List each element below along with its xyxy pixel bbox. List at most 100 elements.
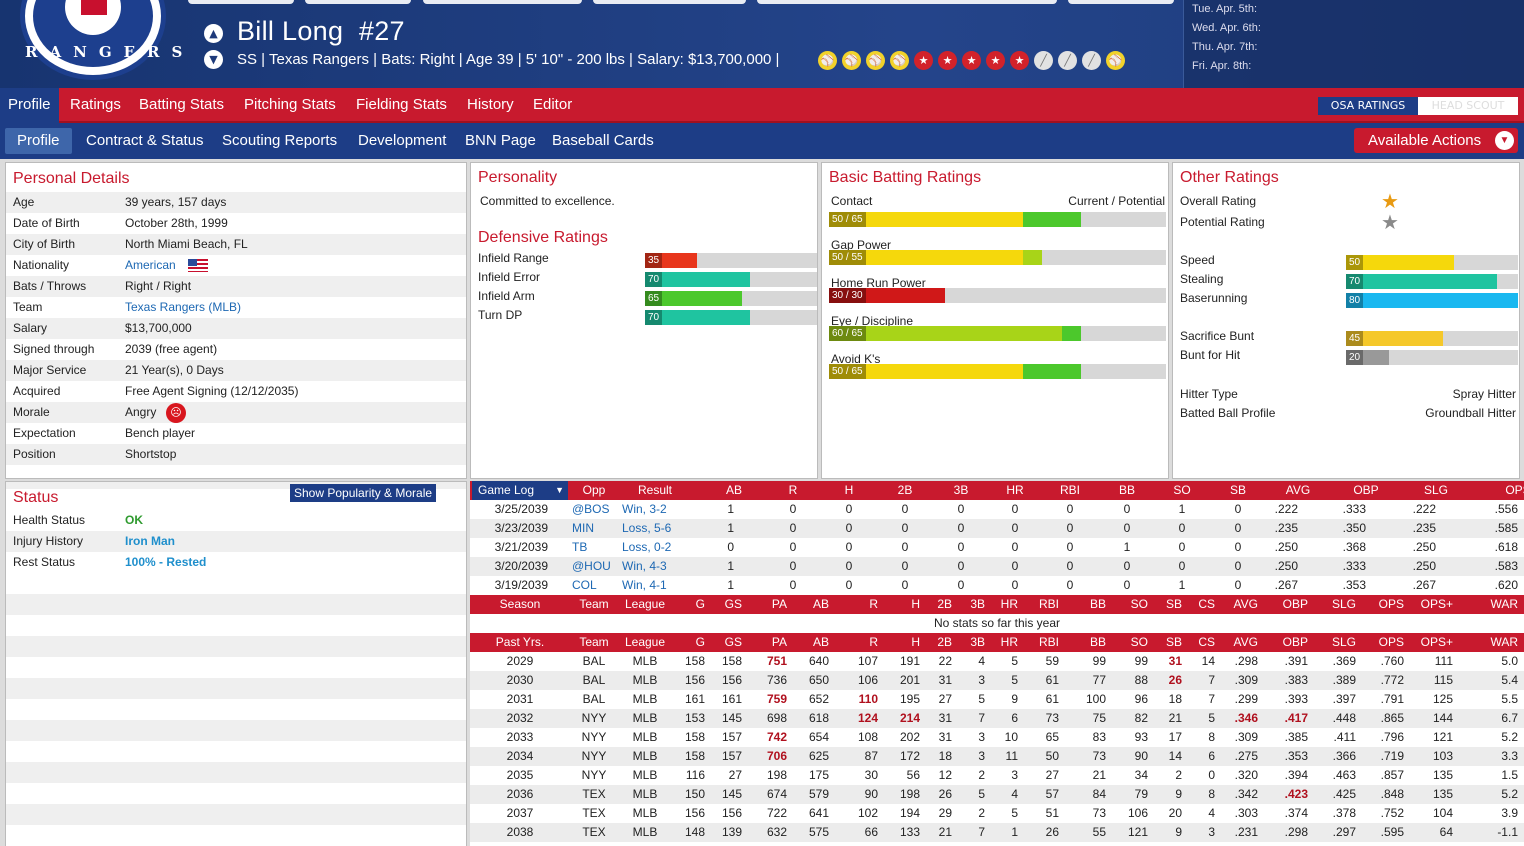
past-stats-cell: 153 (684, 711, 705, 725)
panel-title: Status (13, 489, 59, 506)
gamelog-cell: 0 (957, 578, 965, 592)
subtab-bnn-page[interactable]: BNN Page (465, 132, 536, 149)
subtab-profile[interactable]: Profile (5, 128, 72, 154)
gamelog-cell: .353 (1342, 578, 1366, 592)
gamelog-cell: 0 (1123, 502, 1131, 516)
past-stats-cell: 11 (1005, 749, 1018, 763)
past-stats-cell: 148 (684, 825, 705, 839)
tab-pitching-stats[interactable]: Pitching Stats (244, 96, 336, 113)
batting-bar-current (829, 212, 1023, 227)
defense-bar-fill (645, 310, 750, 325)
osa-ratings-button[interactable]: OSA RATINGS (1318, 97, 1418, 115)
past-stats-cell: MLB (632, 825, 658, 839)
past-stats-cell: 652 (808, 692, 829, 706)
personal-row: Position Shortstop (6, 444, 466, 465)
panel-title: Personal Details (13, 170, 130, 187)
gamelog-cell[interactable]: COL (572, 578, 597, 592)
ball-icon: ⚾ (818, 51, 837, 70)
gamelog-cell[interactable]: @BOS (572, 502, 610, 516)
past-stats-cell: NYY (581, 749, 607, 763)
star-icon: ★ (986, 51, 1005, 70)
stats-column-header: GS (724, 597, 742, 611)
past-stats-cell: 100 (1085, 692, 1106, 706)
available-actions-button[interactable]: Available Actions ▼ (1354, 128, 1518, 153)
previous-player-button[interactable]: ▲ (204, 24, 223, 43)
gamelog-cell: .556 (1494, 502, 1518, 516)
rest-status-value: 100% - Rested (125, 555, 207, 569)
gamelog-cell: 0 (1011, 521, 1019, 535)
past-stats-cell: 6.7 (1501, 711, 1518, 725)
past-stats-cell: 6 (1011, 711, 1018, 725)
past-stats-cell: .760 (1380, 654, 1404, 668)
personal-row: Team Texas Rangers (MLB) (6, 297, 466, 318)
subtab-baseball-cards[interactable]: Baseball Cards (552, 132, 654, 149)
next-player-button[interactable]: ▼ (204, 50, 223, 69)
gamelog-column-header: RBI (1059, 483, 1080, 497)
stats-column-header: CS (1198, 635, 1215, 649)
personal-value[interactable]: American (125, 258, 176, 272)
past-stats-cell: 90 (1134, 749, 1148, 763)
batting-value: 50 / 65 (829, 212, 866, 227)
past-stats-cell: 5.2 (1501, 787, 1518, 801)
past-stats-cell: 2032 (506, 711, 534, 725)
tab-fielding-stats[interactable]: Fielding Stats (356, 96, 447, 113)
subtab-development[interactable]: Development (358, 132, 447, 149)
personal-label: Acquired (13, 384, 61, 398)
gamelog-cell[interactable]: @HOU (572, 559, 611, 573)
table-row: 2033 NYY MLB 158 157 742 654 108 202 31 3 10 65 83 93 1… (470, 728, 1524, 747)
gamelog-cell[interactable]: TB (572, 540, 588, 554)
tab-editor[interactable]: Editor (533, 96, 573, 113)
past-stats-cell: .346 (1234, 711, 1258, 725)
table-row: 2035 NYY MLB 116 27 198 175 30 56 12 2 3 27 21 34 2 0 .32… (470, 766, 1524, 785)
personal-value: $13,700,000 (125, 321, 192, 335)
personal-value[interactable]: Texas Rangers (MLB) (125, 300, 242, 314)
gamelog-cell[interactable]: Loss, 0-2 (622, 540, 672, 554)
past-stats-cell: TEX (582, 806, 606, 820)
personal-value: Free Agent Signing (12/12/2035) (125, 384, 299, 398)
gamelog-cell: 0 (901, 502, 909, 516)
gamelog-cell[interactable]: Win, 3-2 (622, 502, 667, 516)
gamelog-cell: 0 (1011, 540, 1019, 554)
past-stats-cell: 2033 (506, 730, 534, 744)
past-stats-cell: 198 (899, 787, 920, 801)
tab-profile[interactable]: Profile (0, 88, 59, 123)
show-popularity-morale-button[interactable]: Show Popularity & Morale (290, 484, 437, 502)
head-scout-button[interactable]: HEAD SCOUT (1418, 97, 1518, 115)
past-stats-cell: .463 (1332, 768, 1356, 782)
past-stats-cell: 135 (1432, 787, 1453, 801)
panel-title: Other Ratings (1180, 169, 1279, 186)
past-stats-cell: 156 (721, 806, 742, 820)
stats-column-header: AVG (1233, 597, 1258, 611)
gamelog-cell[interactable]: MIN (572, 521, 594, 535)
gamelog-cell[interactable]: Win, 4-3 (622, 559, 667, 573)
past-stats-cell: 5 (1011, 673, 1018, 687)
tab-batting-stats[interactable]: Batting Stats (139, 96, 225, 113)
past-stats-cell: .848 (1380, 787, 1404, 801)
gamelog-select[interactable]: Game Log ▼ (472, 481, 568, 500)
subtab-contract-status[interactable]: Contract & Status (86, 132, 204, 149)
personality-panel: Personality Committed to excellence. Def… (470, 162, 818, 479)
past-stats-cell: 111 (1434, 654, 1453, 668)
gamelog-cell: 0 (1066, 521, 1074, 535)
past-stats-cell: 9 (1175, 787, 1182, 801)
gamelog-cell[interactable]: Loss, 5-6 (622, 521, 672, 535)
past-stats-cell: 2031 (506, 692, 534, 706)
gamelog-cell: .235 (1274, 521, 1298, 535)
tab-history[interactable]: History (467, 96, 514, 113)
past-stats-cell: 110 (858, 692, 878, 706)
past-stats-cell: 31 (938, 730, 952, 744)
table-row: 3/21/2039 TB Loss, 0-2 0 0 0 0 0 0 0 1 0 0 .250 .368 .2… (470, 538, 1524, 557)
stats-column-header: CS (1198, 597, 1215, 611)
gamelog-cell: 3/20/2039 (494, 559, 548, 573)
table-row: 2038 TEX MLB 148 139 632 575 66 133 21 7 1 26 55 121 9 3… (470, 823, 1524, 842)
past-stats-cell: 59 (1045, 654, 1059, 668)
subtab-scouting-reports[interactable]: Scouting Reports (222, 132, 338, 149)
tab-ratings[interactable]: Ratings (70, 96, 121, 113)
player-header: RANGERS ▲ ▼ Bill Long #27 SS | Texas Ran… (0, 0, 1524, 88)
other-rating-bar: 45 (1346, 331, 1518, 346)
gamelog-header: Game Log ▼ Opp Result AB R H 2B 3B HR RBI BB SO SB AVG… (470, 481, 1524, 500)
gamelog-cell: 0 (1066, 578, 1074, 592)
other-rating-bar: 80 (1346, 293, 1518, 308)
past-stats-cell: 5 (1011, 806, 1018, 820)
gamelog-cell[interactable]: Win, 4-1 (622, 578, 667, 592)
